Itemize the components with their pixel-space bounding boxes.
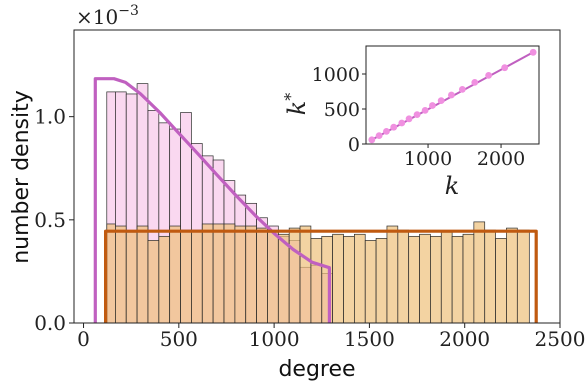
histogram-bars bbox=[106, 83, 530, 324]
distribution-curves bbox=[93, 77, 538, 323]
x-tick-label: 2000 bbox=[439, 327, 490, 351]
histogram-2-bar bbox=[397, 229, 410, 324]
inset-point bbox=[429, 102, 436, 109]
inset-point bbox=[437, 97, 445, 104]
inset-point bbox=[529, 48, 537, 56]
inset-x-ticks: 1000 2000 bbox=[404, 144, 525, 170]
histogram-2-bar bbox=[125, 231, 138, 324]
inset-point bbox=[368, 136, 376, 144]
inset-point bbox=[390, 123, 398, 131]
histogram-2-bar bbox=[484, 229, 496, 324]
histogram-2-bar bbox=[158, 235, 171, 324]
histogram-2-bar bbox=[212, 223, 225, 324]
histogram-2-bar bbox=[147, 240, 160, 324]
axis-multiplier: ×10−3 bbox=[76, 3, 139, 29]
histogram-2-bar bbox=[191, 229, 203, 324]
histogram-2-bar bbox=[462, 233, 475, 324]
x-tick-label: 1000 bbox=[249, 327, 300, 351]
histogram-2-bar bbox=[473, 221, 486, 324]
inset-frame bbox=[365, 45, 540, 145]
histogram-2-bar bbox=[419, 233, 431, 324]
histogram-2-bar bbox=[354, 233, 366, 324]
histogram-2-bar bbox=[440, 231, 453, 324]
inset-y-tick-label: 0 bbox=[348, 134, 360, 156]
histogram-2-bar bbox=[516, 229, 530, 324]
inset-x-label: k bbox=[445, 172, 460, 200]
inset-point bbox=[471, 79, 479, 86]
histogram-2-bar bbox=[332, 233, 344, 324]
histogram-2-bar bbox=[451, 235, 464, 324]
inset-point bbox=[501, 64, 509, 72]
inset-y-label-superscript: * bbox=[281, 93, 300, 101]
histogram-2-bar bbox=[115, 225, 127, 324]
axis-multiplier-exponent: −3 bbox=[118, 3, 139, 19]
histogram-2-bar bbox=[201, 223, 214, 324]
histogram-2-bar bbox=[106, 223, 116, 324]
histogram-2-bar bbox=[180, 229, 192, 324]
density-curve-2 bbox=[103, 229, 538, 323]
x-tick-label: 500 bbox=[160, 327, 198, 351]
histogram-2-bar bbox=[375, 238, 388, 324]
inset-point bbox=[398, 119, 406, 127]
x-axis-label: degree bbox=[278, 357, 355, 382]
inset-points bbox=[368, 48, 537, 144]
y-axis-ticks: 0.0 0.5 1.0 bbox=[34, 105, 74, 335]
plot-frame bbox=[73, 29, 561, 324]
histogram-2-bar bbox=[169, 225, 181, 324]
histogram-2-bar bbox=[364, 240, 377, 324]
histogram-2-bar bbox=[223, 223, 236, 324]
histogram-2-bar bbox=[245, 225, 257, 324]
x-axis-ticks: 0 500 1000 1500 2000 2500 bbox=[77, 323, 585, 351]
y-axis-label: number density bbox=[9, 90, 34, 264]
histogram-2-bar bbox=[343, 235, 355, 324]
histogram-2-bar bbox=[430, 235, 442, 324]
y-tick-label: 0.5 bbox=[34, 208, 66, 232]
inset-point bbox=[413, 111, 421, 118]
inset-y-ticks: 0 500 1000 bbox=[312, 64, 366, 156]
inset-point bbox=[421, 107, 429, 114]
histogram-2-bar bbox=[136, 225, 149, 324]
inset-point bbox=[405, 115, 413, 123]
y-tick-label: 0.0 bbox=[34, 311, 66, 335]
y-tick-label: 1.0 bbox=[34, 105, 66, 129]
histogram-2-bar bbox=[288, 227, 301, 324]
x-tick-label: 2500 bbox=[535, 327, 586, 351]
inset-point bbox=[458, 86, 466, 93]
inset-point bbox=[448, 91, 455, 99]
inset-x-tick-label: 2000 bbox=[477, 148, 525, 170]
histogram-2-bar bbox=[506, 227, 518, 324]
x-tick-label: 0 bbox=[77, 327, 90, 351]
inset-y-label: k* bbox=[281, 93, 311, 116]
histogram-2-bar bbox=[256, 227, 268, 324]
histogram-2-bar bbox=[267, 231, 279, 324]
histogram-2-bar bbox=[408, 235, 420, 324]
inset-point bbox=[485, 72, 493, 79]
histogram-2-bar bbox=[299, 225, 312, 324]
inset-y-tick-label: 500 bbox=[324, 99, 360, 121]
density-curve-1 bbox=[93, 77, 331, 323]
histogram-2-bar bbox=[310, 238, 323, 324]
histogram-2-bar bbox=[386, 225, 399, 324]
histogram-2-bar bbox=[495, 238, 507, 324]
inset-point bbox=[375, 132, 383, 140]
inset-x-tick-label: 1000 bbox=[404, 148, 452, 170]
inset-chart: 1000 2000 0 500 1000 k k* bbox=[281, 45, 540, 200]
histogram-2-bar bbox=[234, 225, 247, 324]
inset-point bbox=[383, 127, 390, 135]
histogram-2-bar bbox=[277, 233, 290, 324]
inset-y-tick-label: 1000 bbox=[312, 64, 360, 86]
x-tick-label: 1500 bbox=[344, 327, 395, 351]
